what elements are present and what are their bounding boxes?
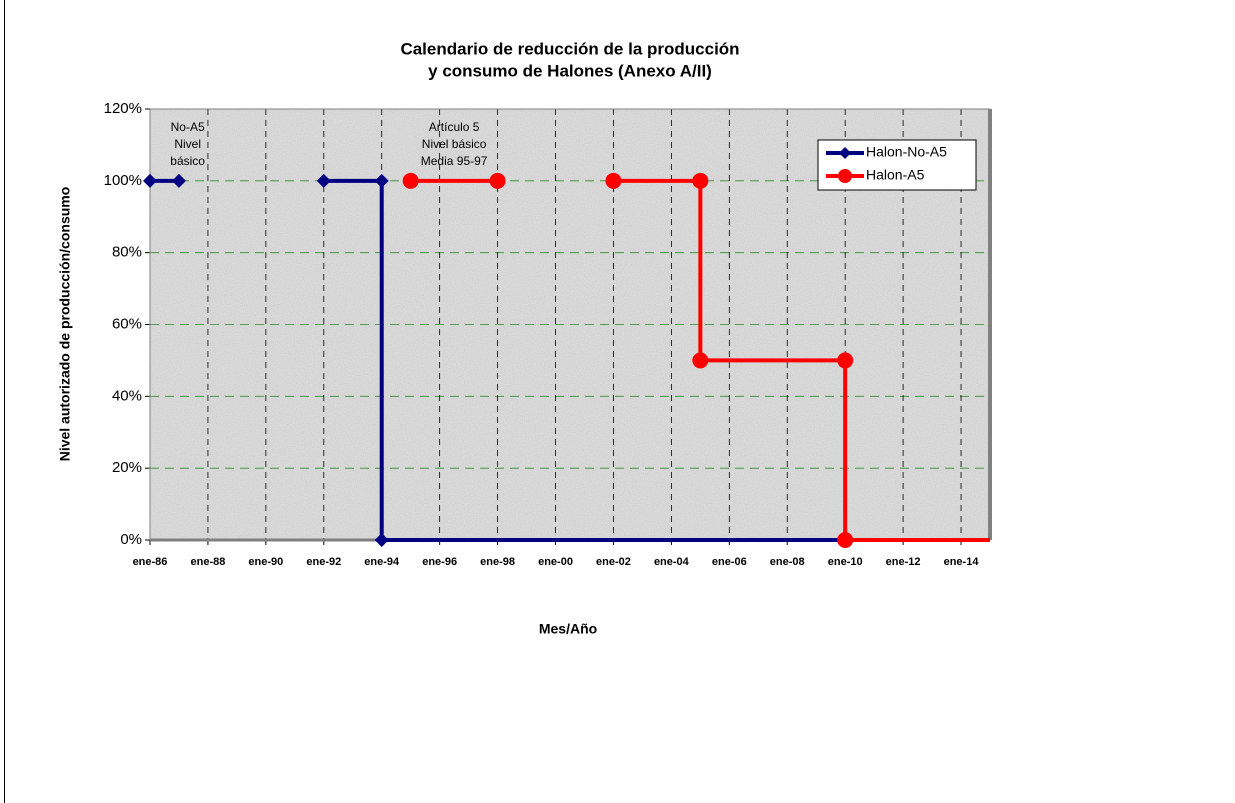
x-tick-label: ene-14: [944, 556, 980, 568]
marker: [402, 172, 419, 189]
annotation: Nivel básico: [422, 137, 487, 151]
marker: [374, 533, 389, 547]
x-tick-label: ene-92: [306, 556, 341, 568]
x-tick-label: ene-06: [712, 556, 747, 568]
y-tick-label: 40%: [112, 387, 142, 404]
x-tick-label: ene-88: [191, 556, 226, 568]
marker: [605, 172, 622, 189]
x-tick-label: ene-10: [828, 556, 863, 568]
chart-title: Calendario de reducción de la producción: [400, 39, 739, 58]
marker: [171, 173, 186, 188]
y-tick-label: 80%: [112, 244, 142, 261]
marker: [316, 173, 331, 188]
x-tick-label: ene-00: [538, 556, 573, 568]
series-line: [410, 178, 990, 542]
marker: [837, 352, 854, 369]
x-tick-label: ene-98: [480, 556, 515, 568]
x-tick-label: ene-04: [654, 556, 690, 568]
y-tick-label: 60%: [112, 315, 142, 332]
marker: [489, 172, 506, 189]
x-tick-label: ene-08: [770, 556, 805, 568]
legend-marker: [838, 169, 852, 183]
x-tick-label: ene-02: [596, 556, 631, 568]
legend-label: Halon-No-A5: [866, 144, 947, 160]
marker: [692, 172, 709, 189]
legend-label: Halon-A5: [866, 167, 925, 183]
x-tick-label: ene-12: [886, 556, 921, 568]
x-tick-label: ene-86: [133, 556, 168, 568]
annotation: Artículo 5: [429, 120, 480, 134]
chart-subtitle: y consumo de Halones (Anexo A/II): [428, 61, 712, 80]
x-tick-label: ene-94: [364, 556, 400, 568]
y-tick-label: 0%: [120, 531, 142, 548]
x-tick-label: ene-96: [422, 556, 457, 568]
annotation: No-A5: [171, 120, 205, 134]
y-tick-label: 20%: [112, 459, 142, 476]
x-tick-label: ene-90: [248, 556, 283, 568]
annotation: Nivel: [174, 137, 201, 151]
marker: [692, 352, 709, 369]
marker: [374, 173, 389, 188]
annotation: básico: [170, 154, 205, 168]
annotation: Media 95-97: [421, 154, 488, 168]
marker: [143, 173, 157, 188]
legend-marker: [839, 147, 851, 159]
y-axis-label: Nivel autorizado de producción/consumo: [57, 187, 73, 462]
x-axis-label: Mes/Año: [539, 621, 597, 637]
y-tick-label: 100%: [104, 172, 142, 189]
marker: [837, 532, 854, 548]
y-tick-label: 120%: [104, 100, 142, 117]
